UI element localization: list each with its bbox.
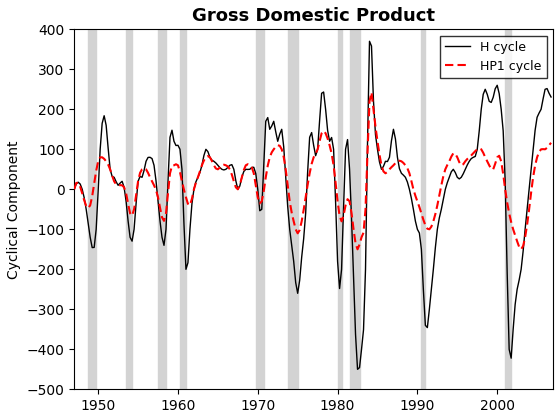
Bar — [349, 29, 360, 389]
HP1 cycle — [147, 175, 153, 180]
HP1 cycle — [91, 181, 97, 186]
H cycle — [91, 245, 97, 250]
Y-axis label: Cyclical Component: Cyclical Component — [7, 140, 21, 278]
Bar — [505, 29, 511, 389]
Bar — [288, 29, 298, 389]
H cycle — [548, 94, 554, 100]
H cycle — [103, 123, 110, 128]
Line: HP1 cycle: HP1 cycle — [74, 92, 551, 249]
H cycle — [147, 155, 153, 160]
Bar — [256, 29, 264, 389]
Legend: H cycle, HP1 cycle: H cycle, HP1 cycle — [440, 36, 547, 78]
HP1 cycle — [518, 247, 525, 252]
H cycle — [366, 39, 373, 44]
Title: Gross Domestic Product: Gross Domestic Product — [192, 7, 435, 25]
Bar — [180, 29, 186, 389]
HP1 cycle — [368, 90, 375, 95]
Bar — [88, 29, 96, 389]
Bar — [126, 29, 132, 389]
Line: H cycle: H cycle — [74, 41, 551, 369]
HP1 cycle — [390, 163, 397, 168]
Bar — [338, 29, 342, 389]
H cycle — [232, 178, 239, 183]
H cycle — [390, 127, 397, 132]
HP1 cycle — [354, 247, 361, 252]
H cycle — [518, 267, 525, 272]
Bar — [421, 29, 426, 389]
HP1 cycle — [71, 187, 78, 192]
HP1 cycle — [548, 140, 554, 145]
H cycle — [71, 187, 78, 192]
HP1 cycle — [232, 185, 239, 190]
H cycle — [354, 367, 361, 372]
Bar — [158, 29, 166, 389]
HP1 cycle — [103, 159, 110, 164]
